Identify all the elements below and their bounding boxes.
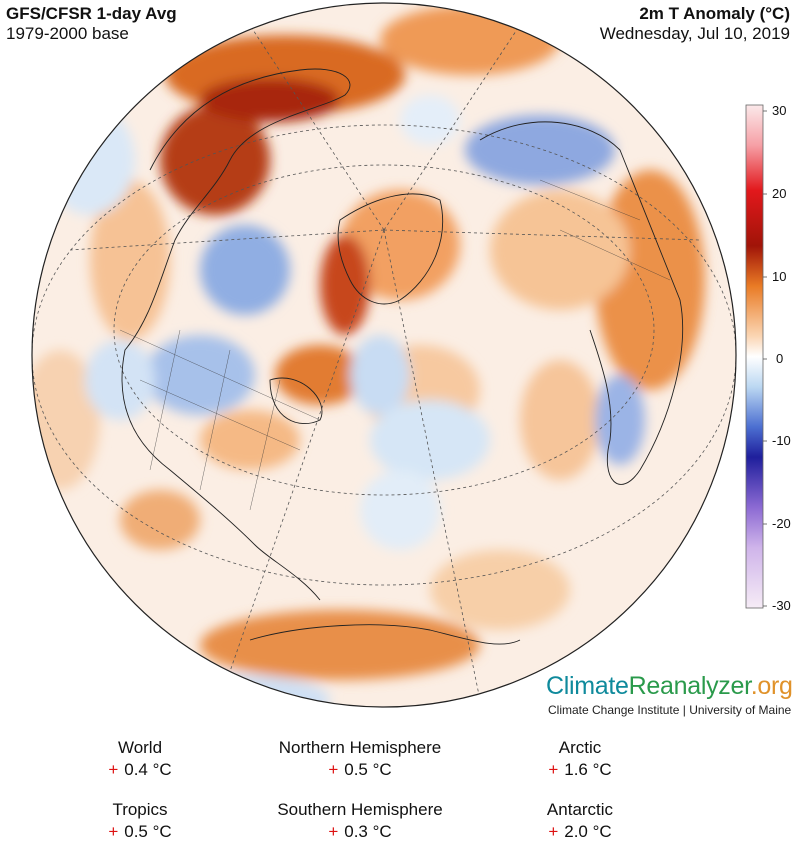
stat-value: 0.5 °C	[344, 760, 392, 779]
stat-value: 2.0 °C	[564, 822, 612, 841]
plus-sign: +	[548, 760, 559, 779]
globe-fill	[32, 3, 736, 707]
stat-label: World	[117, 738, 163, 757]
stat-northern-hemisphere: Northern Hemisphere +0.5 °C	[260, 737, 460, 780]
colorbar-tick: 20	[772, 186, 787, 201]
colorbar-tick: -30	[772, 598, 791, 613]
graticule	[32, 9, 736, 701]
stat-value: 1.6 °C	[564, 760, 612, 779]
plus-sign: +	[328, 822, 339, 841]
stat-tropics: Tropics +0.5 °C	[40, 799, 240, 842]
baseline-label: 1979-2000 base	[6, 24, 129, 43]
date-label: Wednesday, Jul 10, 2019	[599, 24, 790, 43]
colorbar	[745, 104, 764, 609]
brand-logo[interactable]: ClimateReanalyzer.org	[546, 672, 793, 701]
plus-sign: +	[328, 760, 339, 779]
stat-value: 0.4 °C	[124, 760, 172, 779]
plus-sign: +	[108, 822, 119, 841]
stat-value: 0.3 °C	[344, 822, 392, 841]
colorbar-tick: -10	[772, 433, 791, 448]
variable-title: 2m T Anomaly (°C)	[639, 4, 790, 23]
stats-panel: World +0.4 °C Northern Hemisphere +0.5 °…	[0, 735, 800, 846]
brand-part-org: .org	[750, 672, 793, 700]
header-right: 2m T Anomaly (°C) Wednesday, Jul 10, 201…	[600, 4, 790, 44]
stat-antarctic: Antarctic +2.0 °C	[480, 799, 680, 842]
colorbar-tick: 10	[772, 269, 787, 284]
stat-value: 0.5 °C	[124, 822, 172, 841]
colorbar-tick: -20	[772, 516, 791, 531]
brand-part-reanalyzer: Reanalyzer	[628, 672, 751, 700]
stat-label: Antarctic	[546, 800, 614, 819]
stat-label: Arctic	[558, 738, 602, 757]
stat-label: Tropics	[112, 800, 168, 819]
header-left: GFS/CFSR 1-day Avg 1979-2000 base	[6, 4, 177, 44]
model-title: GFS/CFSR 1-day Avg	[6, 4, 177, 23]
plus-sign: +	[108, 760, 119, 779]
plus-sign: +	[548, 822, 559, 841]
colorbar-tick: 0	[776, 351, 784, 366]
stat-southern-hemisphere: Southern Hemisphere +0.3 °C	[260, 799, 460, 842]
colorbar-tick: 30	[772, 103, 787, 118]
brand-subtitle: Climate Change Institute | University of…	[548, 703, 792, 717]
stat-label: Southern Hemisphere	[277, 800, 443, 819]
brand-part-climate: Climate	[546, 672, 629, 700]
globe-outline	[31, 2, 737, 708]
stat-label: Northern Hemisphere	[278, 738, 442, 757]
stat-world: World +0.4 °C	[40, 737, 240, 780]
stat-arctic: Arctic +1.6 °C	[480, 737, 680, 780]
